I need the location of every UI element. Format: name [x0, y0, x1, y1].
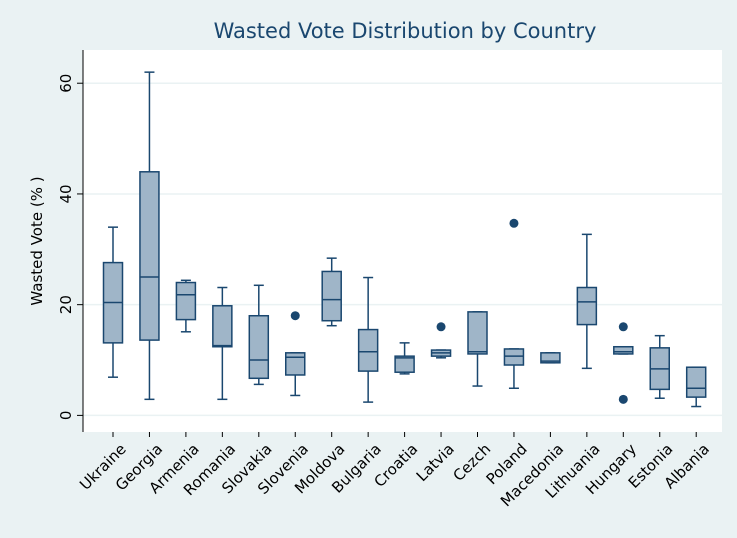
- box: [613, 345, 634, 355]
- y-tick-label: 0: [57, 411, 75, 421]
- box: [685, 366, 707, 398]
- plot-area: [83, 50, 722, 432]
- outlier: [618, 394, 628, 404]
- box: [175, 281, 197, 321]
- box: [321, 270, 342, 322]
- outlier: [509, 218, 519, 228]
- outlier: [618, 322, 628, 332]
- box: [576, 286, 598, 326]
- chart-title: Wasted Vote Distribution by Country: [214, 19, 597, 43]
- outlier: [290, 311, 300, 321]
- y-tick-label: 20: [57, 295, 75, 314]
- outlier: [436, 322, 446, 332]
- box: [394, 355, 415, 373]
- box: [540, 352, 561, 364]
- box: [503, 348, 525, 366]
- box: [139, 171, 160, 341]
- y-axis-title: Wasted Vote (% ): [28, 176, 46, 305]
- box: [357, 328, 379, 372]
- box: [285, 352, 306, 376]
- y-tick-label: 40: [57, 184, 75, 203]
- y-tick-label: 60: [57, 74, 75, 93]
- box: [467, 311, 488, 355]
- box: [212, 305, 233, 348]
- box: [248, 314, 270, 380]
